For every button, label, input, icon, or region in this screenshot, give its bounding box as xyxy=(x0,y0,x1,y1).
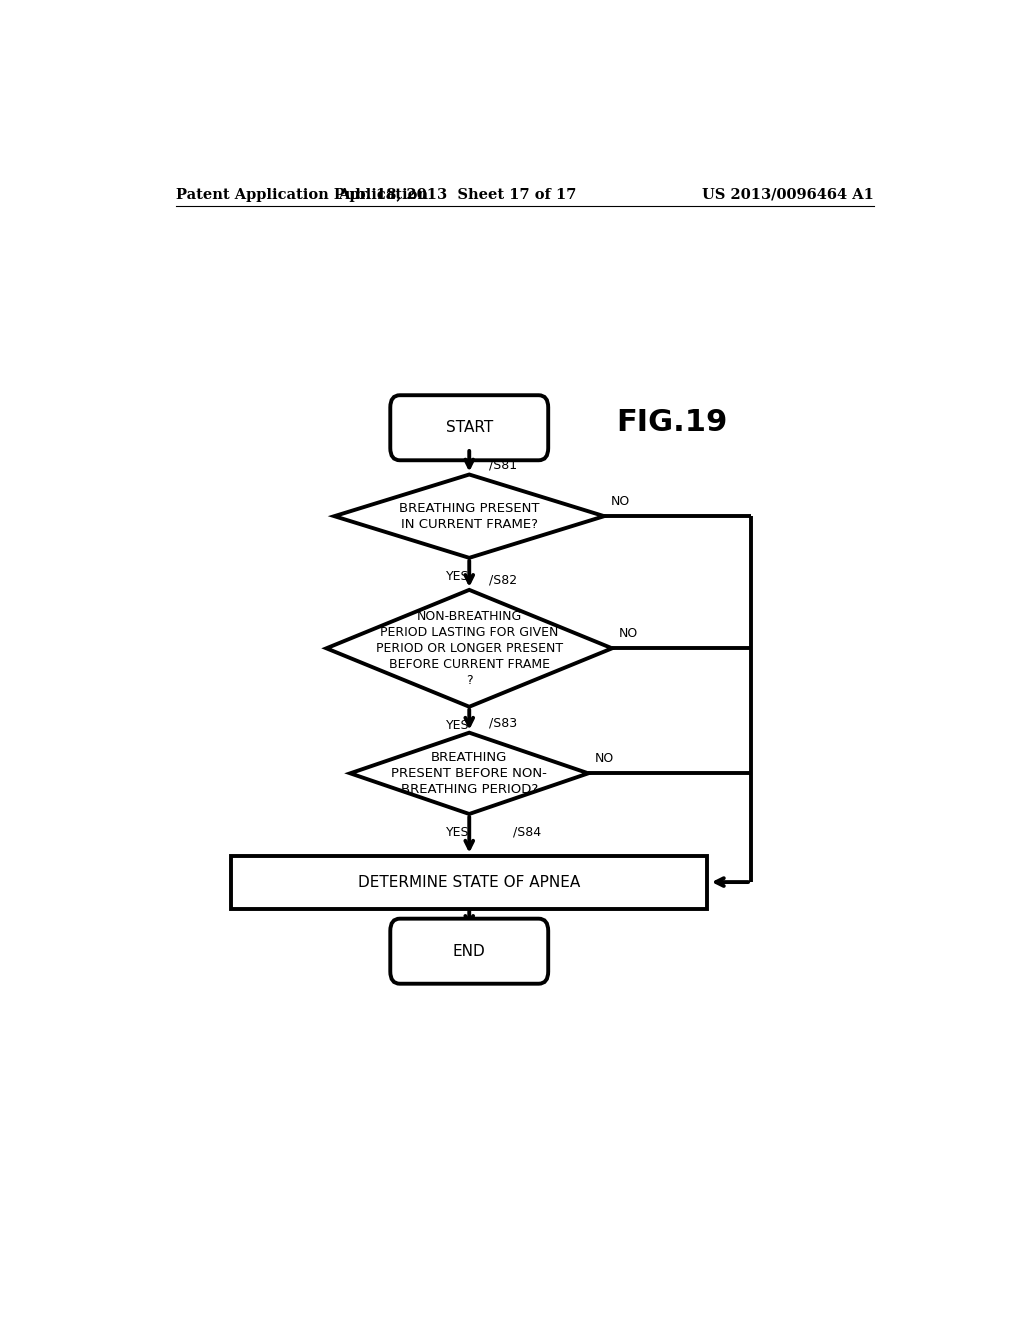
Text: BREATHING
PRESENT BEFORE NON-
BREATHING PERIOD?: BREATHING PRESENT BEFORE NON- BREATHING … xyxy=(391,751,547,796)
Text: FIG.19: FIG.19 xyxy=(616,408,727,437)
Text: Apr. 18, 2013  Sheet 17 of 17: Apr. 18, 2013 Sheet 17 of 17 xyxy=(338,187,577,202)
FancyBboxPatch shape xyxy=(390,395,548,461)
Text: /S81: /S81 xyxy=(489,458,517,471)
Text: BREATHING PRESENT
IN CURRENT FRAME?: BREATHING PRESENT IN CURRENT FRAME? xyxy=(399,502,540,531)
Text: /S83: /S83 xyxy=(489,717,517,730)
Polygon shape xyxy=(334,474,604,558)
Text: /S84: /S84 xyxy=(513,826,541,838)
Text: NON-BREATHING
PERIOD LASTING FOR GIVEN
PERIOD OR LONGER PRESENT
BEFORE CURRENT F: NON-BREATHING PERIOD LASTING FOR GIVEN P… xyxy=(376,610,563,686)
FancyBboxPatch shape xyxy=(390,919,548,983)
Text: NO: NO xyxy=(610,495,630,508)
Text: NO: NO xyxy=(595,752,613,766)
Text: YES: YES xyxy=(445,570,469,582)
Polygon shape xyxy=(327,590,612,706)
Text: DETERMINE STATE OF APNEA: DETERMINE STATE OF APNEA xyxy=(358,875,581,890)
Text: START: START xyxy=(445,420,493,436)
Polygon shape xyxy=(350,733,588,814)
Text: YES: YES xyxy=(445,718,469,731)
Text: YES: YES xyxy=(445,826,469,838)
Text: /S82: /S82 xyxy=(489,574,517,587)
Text: END: END xyxy=(453,944,485,958)
Bar xyxy=(231,855,708,908)
Text: US 2013/0096464 A1: US 2013/0096464 A1 xyxy=(702,187,873,202)
Text: Patent Application Publication: Patent Application Publication xyxy=(176,187,428,202)
Text: NO: NO xyxy=(618,627,638,640)
